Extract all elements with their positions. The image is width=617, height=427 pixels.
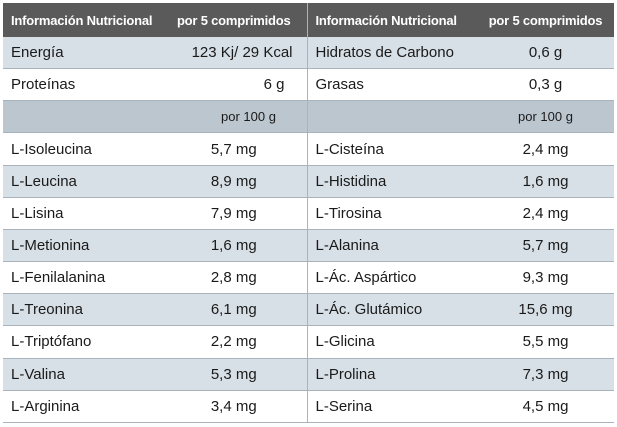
amino-name: L-Leucina <box>3 165 161 198</box>
amino-value: 4,5 mg <box>477 390 614 424</box>
table-row: L-Valina 5,3 mg L-Prolina 7,3 mg <box>3 358 614 391</box>
amino-value: 1,6 mg <box>477 165 614 198</box>
subheader-row: por 100 g por 100 g <box>3 100 614 134</box>
amino-name: L-Glicina <box>306 325 477 359</box>
amino-value: 5,7 mg <box>161 132 307 166</box>
table-row: L-Treonina 6,1 mg L-Ác. Glutámico 15,6 m… <box>3 293 614 327</box>
amino-name: L-Triptófano <box>3 325 161 359</box>
nutrient-name: Hidratos de Carbono <box>306 37 477 70</box>
table-row: L-Arginina 3,4 mg L-Serina 4,5 mg <box>3 390 614 424</box>
amino-value: 2,8 mg <box>161 261 307 295</box>
amino-name: L-Fenilalanina <box>3 261 161 295</box>
nutrient-value: 123 Kj/ 29 Kcal <box>161 37 307 70</box>
nutrient-name: Energía <box>3 37 161 70</box>
amino-name: L-Cisteína <box>306 132 477 166</box>
amino-value: 2,4 mg <box>477 197 614 230</box>
table-row-proteinas: Proteínas 6 g Grasas 0,3 g <box>3 68 614 102</box>
nutrient-name: Proteínas <box>3 68 161 102</box>
amino-name: L-Ác. Aspártico <box>306 261 477 295</box>
nutrient-value: 0,3 g <box>477 68 614 102</box>
table-row: L-Triptófano 2,2 mg L-Glicina 5,5 mg <box>3 325 614 359</box>
amino-name: L-Isoleucina <box>3 132 161 166</box>
amino-value: 9,3 mg <box>477 261 614 295</box>
amino-name: L-Prolina <box>306 358 477 391</box>
amino-value: 5,5 mg <box>477 325 614 359</box>
amino-value: 2,4 mg <box>477 132 614 166</box>
nutrition-table: Información Nutricional por 5 comprimido… <box>3 3 614 424</box>
header-info-left: Información Nutricional <box>3 3 161 37</box>
table-row: L-Isoleucina 5,7 mg L-Cisteína 2,4 mg <box>3 132 614 166</box>
amino-value: 2,2 mg <box>161 325 307 359</box>
amino-name: L-Arginina <box>3 390 161 424</box>
subheader-per100-right: por 100 g <box>477 100 614 134</box>
header-per5-left: por 5 comprimidos <box>161 3 307 37</box>
header-info-right: Información Nutricional <box>306 3 477 37</box>
header-per5-right: por 5 comprimidos <box>477 3 614 37</box>
amino-name: L-Treonina <box>3 293 161 327</box>
amino-value: 3,4 mg <box>161 390 307 424</box>
amino-value: 1,6 mg <box>161 229 307 263</box>
amino-value: 5,3 mg <box>161 358 307 391</box>
table-row: L-Lisina 7,9 mg L-Tirosina 2,4 mg <box>3 197 614 230</box>
nutrient-value: 0,6 g <box>477 37 614 70</box>
amino-name: L-Metionina <box>3 229 161 263</box>
amino-name: L-Histidina <box>306 165 477 198</box>
amino-value: 7,3 mg <box>477 358 614 391</box>
table-row: L-Metionina 1,6 mg L-Alanina 5,7 mg <box>3 229 614 263</box>
amino-value: 5,7 mg <box>477 229 614 263</box>
table-row: L-Fenilalanina 2,8 mg L-Ác. Aspártico 9,… <box>3 261 614 295</box>
nutrient-value: 6 g <box>161 68 307 102</box>
amino-name: L-Lisina <box>3 197 161 230</box>
table-row-energia: Energía 123 Kj/ 29 Kcal Hidratos de Carb… <box>3 37 614 70</box>
amino-value: 7,9 mg <box>161 197 307 230</box>
amino-value: 15,6 mg <box>477 293 614 327</box>
subheader-per100-left: por 100 g <box>161 100 307 134</box>
amino-name: L-Ác. Glutámico <box>306 293 477 327</box>
amino-value: 8,9 mg <box>161 165 307 198</box>
amino-name: L-Serina <box>306 390 477 424</box>
table-row: L-Leucina 8,9 mg L-Histidina 1,6 mg <box>3 165 614 198</box>
amino-name: L-Valina <box>3 358 161 391</box>
amino-name: L-Alanina <box>306 229 477 263</box>
amino-value: 6,1 mg <box>161 293 307 327</box>
amino-name: L-Tirosina <box>306 197 477 230</box>
table-header-row: Información Nutricional por 5 comprimido… <box>3 3 614 37</box>
nutrient-name: Grasas <box>306 68 477 102</box>
